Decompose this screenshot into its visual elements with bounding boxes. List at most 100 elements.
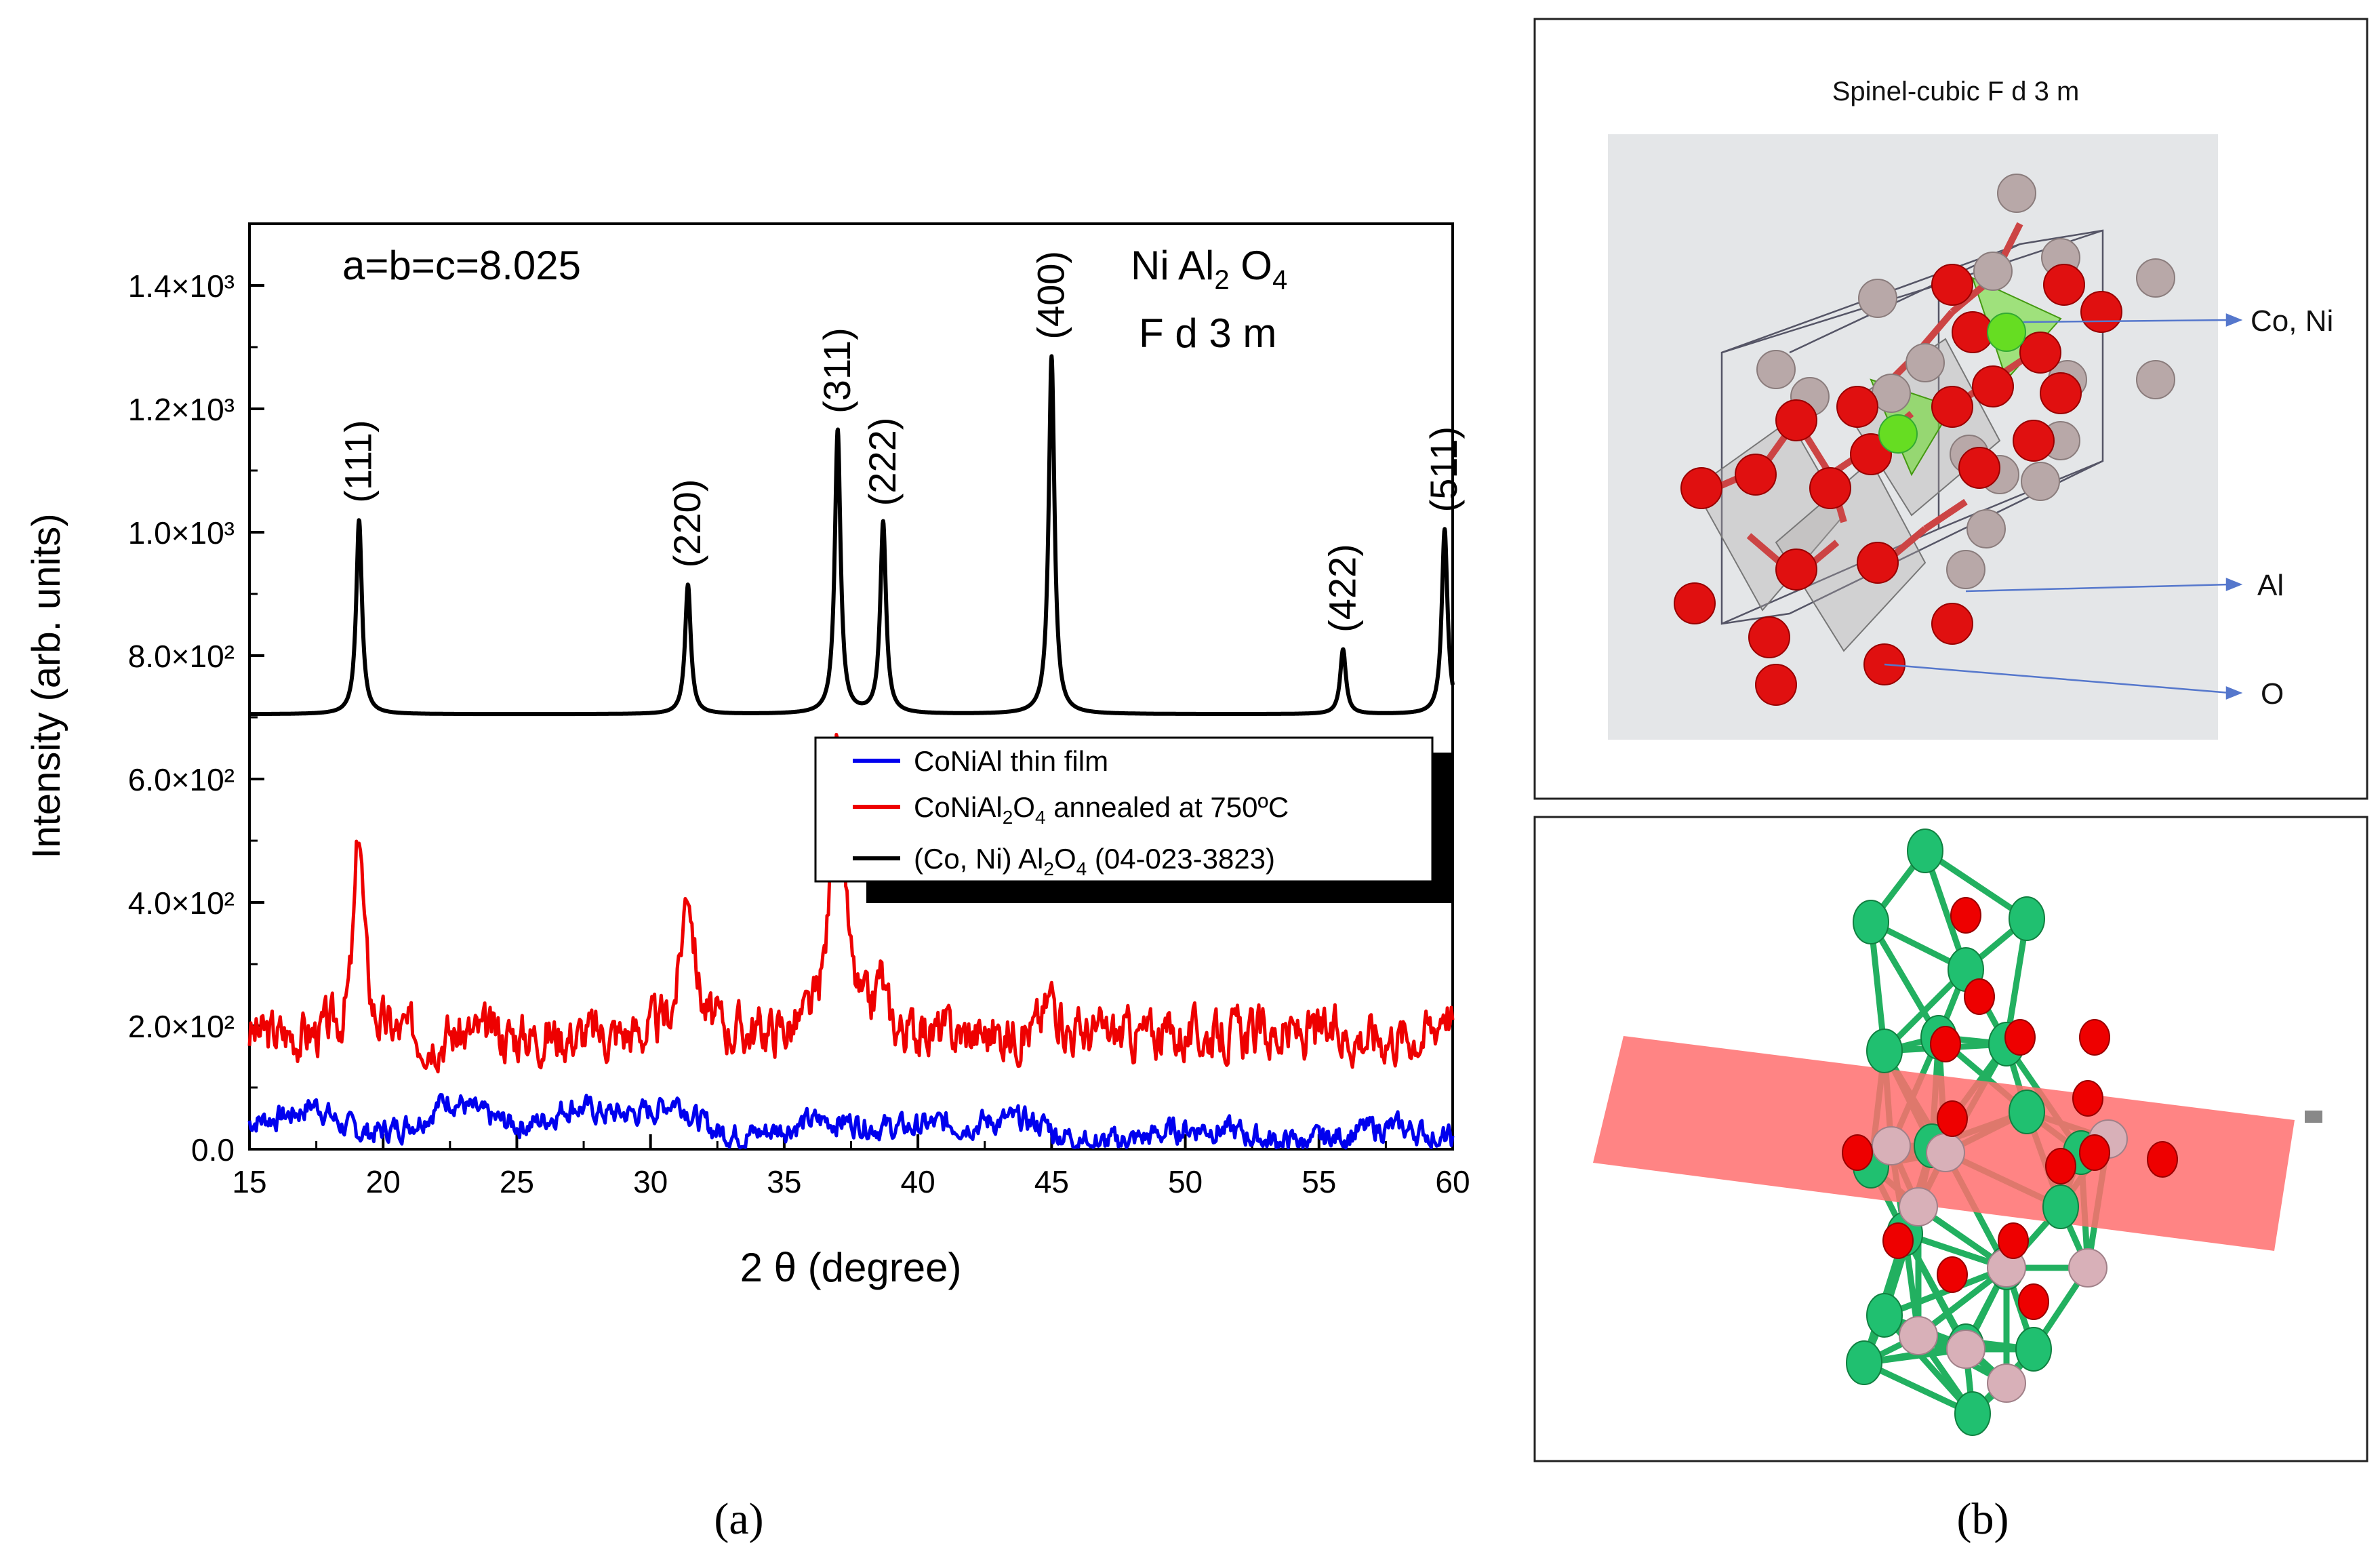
cluster-red-atom-4	[2079, 1019, 2110, 1056]
x-tick-label-3: 30	[633, 1164, 668, 1199]
peak-label-6: (511)	[1422, 426, 1465, 513]
y-tick-label-2: 4.0×10²	[128, 885, 235, 921]
space-group-annotation: F d 3 m	[1139, 311, 1276, 356]
cluster-green-atom-10	[1866, 1293, 1903, 1338]
y-tick-label-0: 0.0	[191, 1132, 235, 1168]
metal-atom-11	[2021, 462, 2060, 501]
oxygen-atom-22	[2019, 332, 2061, 374]
peak-label-4: (400)	[1029, 251, 1072, 340]
oxygen-atom-8	[1931, 386, 1973, 428]
oxygen-atom-10	[2040, 372, 2082, 414]
metal-atom-4	[1858, 279, 1897, 318]
cluster-bond-46	[1883, 1264, 2008, 1319]
legend-reference-sub2: 4	[1076, 858, 1087, 879]
formula-sub2: 4	[1272, 265, 1287, 295]
metal-atom-5	[1905, 343, 1945, 382]
legend-entry-thin-film: CoNiAl thin film	[914, 745, 1108, 777]
oxygen-atom-14	[1680, 467, 1722, 509]
oxygen-atom-19	[1931, 603, 1973, 645]
cluster-green-atom-0	[1907, 829, 1943, 873]
y-tick-label-3: 6.0×10²	[128, 762, 235, 797]
cluster-red-atom-14	[2072, 1080, 2103, 1117]
series-line-0	[247, 1093, 1455, 1150]
oxygen-atom-12	[1775, 548, 1817, 591]
cluster-pink-atom-7	[1987, 1363, 2026, 1403]
cluster-plane-panel	[1533, 816, 2368, 1462]
cluster-red-atom-0	[1950, 897, 1981, 934]
legend-annealed-mid: O	[1013, 791, 1035, 823]
cluster-pink-atom-6	[1946, 1330, 1985, 1369]
cluster-red-atom-9	[2147, 1141, 2178, 1178]
legend-reference-sub: 2	[1043, 858, 1054, 879]
x-tick-label-9: 60	[1435, 1164, 1470, 1199]
panel-label-b: (b)	[1957, 1494, 2009, 1544]
cluster-red-atom-8	[2079, 1134, 2110, 1171]
y-tick-label-6: 1.2×10³	[128, 392, 235, 427]
oxygen-atom-11	[1809, 467, 1851, 509]
oxygen-atom-13	[1857, 542, 1899, 584]
oxygen-atom-9	[1972, 365, 2014, 407]
peak-label-5: (422)	[1320, 544, 1363, 633]
peak-label-2: (311)	[815, 327, 858, 414]
x-tick-label-6: 45	[1034, 1164, 1069, 1199]
cluster-green-atom-6	[1866, 1029, 1903, 1073]
x-tick-label-4: 35	[767, 1164, 801, 1199]
cluster-pink-atom-1	[1926, 1133, 1965, 1172]
formula-annotation: Ni Al2 O4	[1131, 243, 1287, 295]
x-tick-label-1: 20	[366, 1164, 401, 1199]
metal-atom-16	[1966, 509, 2006, 548]
y-tick-label-5: 1.0×10³	[128, 515, 235, 551]
cluster-green-atom-9	[2009, 1090, 2045, 1134]
xrd-chart: 0.0 2.0×10² 4.0×10² 6.0×10² 8.0×10² 1.0×10³ 1.…	[24, 222, 1470, 1290]
oxygen-atom-15	[1674, 582, 1716, 624]
x-tick-label-8: 55	[1302, 1164, 1336, 1199]
label-al: Al	[2257, 569, 2284, 602]
cluster-pink-atom-2	[1899, 1187, 1938, 1226]
metal-atom-2	[2136, 258, 2175, 298]
oxygen-atom-21	[2013, 420, 2055, 462]
cluster-pink-atom-5	[1899, 1316, 1938, 1355]
legend-entry-reference: (Co, Ni) Al2O4 (04-023-3823)	[914, 843, 1275, 879]
cluster-green-atom-16	[1846, 1340, 1882, 1385]
y-tick-label-4: 8.0×10²	[128, 639, 235, 674]
metal-atom-15	[1946, 550, 1985, 589]
legend-reference-tail: (04-023-3823)	[1087, 843, 1275, 875]
cluster-red-atom-13	[2018, 1283, 2049, 1320]
cluster-red-atom-5	[1842, 1134, 1873, 1171]
structure-title: Spinel-cubic F d 3 m	[1832, 77, 2080, 106]
cluster-pink-atom-0	[1872, 1126, 1911, 1165]
pointer-arrows	[1884, 313, 2243, 700]
y-axis-label: Intensity (arb. units)	[24, 513, 68, 858]
legend: CoNiAl thin film CoNiAl2O4 annealed at 7…	[814, 736, 1453, 903]
y-tick-label-1: 2.0×10²	[128, 1009, 235, 1044]
legend-annealed-name: CoNiAl	[914, 791, 1003, 823]
peak-labels: (111) (220) (311)(222) (400) (422) (511)	[337, 251, 1465, 633]
oxygen-atom-3	[2080, 291, 2122, 333]
cluster-red-atom-10	[1882, 1222, 1914, 1259]
cluster-bond-6	[1868, 920, 1941, 1039]
peak-label-3: (222)	[861, 418, 904, 506]
cluster-green-atom-17	[2015, 1327, 2052, 1372]
cluster-green-atom-2	[1853, 900, 1889, 944]
atoms	[1674, 174, 2175, 706]
cluster-red-atom-6	[1937, 1100, 1968, 1137]
cluster-red-atom-12	[1937, 1256, 1968, 1293]
x-axis-ticks: 15 20 25 30 35 40 45 50 55 60	[232, 1134, 1470, 1199]
oxygen-atom-20	[1958, 447, 2000, 489]
legend-thin-film-name: CoNiAl thin film	[914, 745, 1108, 777]
cluster-red-atom-7	[2045, 1148, 2076, 1184]
oxygen-atom-5	[1836, 386, 1878, 428]
cluster-pink-atom-4	[2068, 1248, 2107, 1288]
oxygen-atom-0	[1931, 264, 1973, 306]
cluster-bond-80	[1863, 1359, 1974, 1417]
bond-14	[1923, 498, 1968, 532]
cluster-green-atom-15	[1954, 1391, 1991, 1436]
panel-label-a: (a)	[714, 1494, 763, 1544]
metal-atom-3	[1973, 252, 2013, 291]
x-tick-label-5: 40	[901, 1164, 935, 1199]
x-tick-label-0: 15	[232, 1164, 266, 1199]
legend-reference-mid: O	[1054, 843, 1076, 875]
legend-annealed-sub: 2	[1003, 807, 1013, 828]
legend-reference-name: (Co, Ni) Al	[914, 843, 1043, 875]
